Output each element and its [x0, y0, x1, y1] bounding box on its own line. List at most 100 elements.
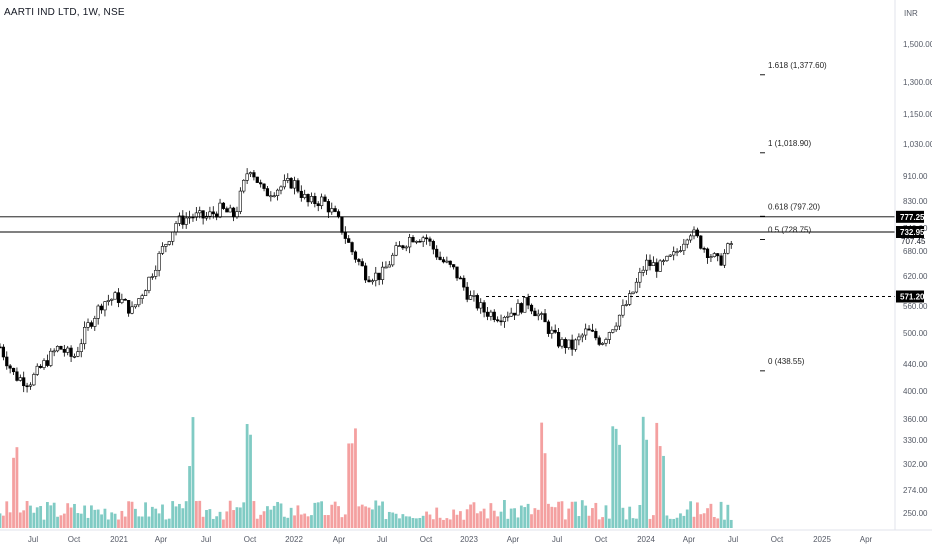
- candle-body: [150, 276, 154, 278]
- volume-bar: [631, 518, 635, 528]
- candle-body: [672, 251, 676, 256]
- candle-body: [76, 351, 80, 357]
- volume-bar: [591, 508, 594, 528]
- candle-body: [353, 251, 358, 260]
- volume-bar: [679, 513, 682, 528]
- candle-body: [475, 295, 479, 309]
- volume-bar: [668, 518, 672, 528]
- candle-body: [323, 196, 327, 202]
- candlesticks: [0, 168, 733, 393]
- volume-bar: [729, 519, 733, 528]
- candle-body: [330, 208, 334, 213]
- volume-bar: [198, 500, 202, 528]
- x-tick-label: Jul: [201, 535, 211, 544]
- candle-body: [411, 237, 415, 243]
- candle-body: [286, 178, 290, 181]
- volume-bar: [526, 503, 530, 528]
- volume-bar: [597, 519, 601, 528]
- candle-body: [499, 320, 503, 323]
- x-tick-label: Jul: [728, 535, 738, 544]
- fib-level-label: 0 (438.55): [768, 357, 805, 366]
- candle-body: [445, 260, 449, 263]
- candle-body: [638, 272, 642, 283]
- candle-body: [306, 194, 310, 203]
- candle-body: [584, 328, 588, 336]
- candle-body: [177, 215, 182, 224]
- volume-bar: [394, 513, 398, 528]
- volume-bar: [330, 504, 334, 528]
- volume-bar: [127, 501, 131, 528]
- volume-bar: [117, 519, 120, 528]
- candle-body: [512, 312, 517, 316]
- candle-body: [472, 295, 476, 297]
- volume-bar: [540, 422, 544, 528]
- volume-bar: [404, 516, 408, 528]
- candle-body: [540, 313, 544, 315]
- x-tick-label: Apr: [860, 535, 873, 544]
- volume-bar: [211, 518, 215, 528]
- y-tick-label: 910.00: [903, 172, 928, 181]
- volume-bar: [86, 517, 90, 528]
- candle-body: [360, 261, 364, 267]
- volume-bar: [171, 501, 175, 528]
- volume-bar: [218, 511, 222, 528]
- volume-bar: [438, 517, 442, 528]
- volume-bar: [425, 511, 428, 528]
- y-tick-label: 274.00: [903, 486, 928, 495]
- volume-bar: [18, 512, 22, 528]
- candle-body: [489, 311, 493, 317]
- volume-bar: [35, 507, 39, 528]
- candle-body: [89, 322, 94, 327]
- candle-body: [614, 325, 618, 331]
- candle-body: [675, 251, 679, 253]
- volume-bar: [377, 505, 381, 528]
- volume-bar: [709, 503, 713, 528]
- candle-body: [259, 182, 263, 185]
- candle-body: [45, 360, 49, 366]
- volume-bar: [550, 506, 554, 528]
- x-tick-label: Apr: [333, 535, 346, 544]
- candle-body: [414, 240, 419, 243]
- volume-bar: [167, 518, 171, 528]
- candle-body: [110, 298, 114, 301]
- x-tick-label: 2022: [285, 535, 303, 544]
- volume-bar: [45, 502, 49, 528]
- volume-bar: [503, 500, 506, 528]
- candle-body: [272, 195, 276, 197]
- volume-bar: [506, 518, 510, 528]
- candle-body: [705, 248, 710, 258]
- candle-body: [292, 180, 297, 189]
- volume-bar: [682, 515, 686, 528]
- x-tick-label: 2023: [460, 535, 478, 544]
- candle-body: [5, 356, 9, 367]
- y-tick-label: 400.00: [903, 387, 928, 396]
- volume-bar: [530, 514, 533, 528]
- candle-body: [11, 367, 16, 373]
- candle-body: [143, 290, 148, 296]
- candle-body: [326, 201, 330, 213]
- volume-bar: [15, 447, 19, 528]
- volume-bar: [293, 515, 296, 528]
- volume-bar: [201, 516, 205, 528]
- candle-body: [482, 302, 486, 313]
- y-tick-label: 1,500.00: [903, 40, 932, 49]
- candle-body: [682, 243, 686, 251]
- candle-body: [651, 262, 655, 266]
- candle-body: [154, 269, 158, 277]
- time-axis-labels: Jul Oct 2021 Apr Jul Oct 2022 Apr Jul Oct 2023 Apr J…: [28, 535, 873, 544]
- y-tick-label: 1,300.00: [903, 78, 932, 87]
- candle-body: [645, 259, 649, 271]
- volume-bar: [638, 505, 642, 528]
- candle-body: [590, 329, 595, 332]
- volume-bar: [489, 503, 493, 528]
- volume-bar: [134, 508, 137, 528]
- candle-body: [655, 262, 659, 272]
- candle-body: [269, 195, 273, 198]
- volume-bar: [587, 515, 591, 528]
- y-tick-label: 560.00: [903, 302, 928, 311]
- price-marker-label: 777.25: [900, 213, 925, 222]
- volume-bar: [465, 509, 469, 528]
- volume-bar: [49, 505, 53, 528]
- candle-body: [404, 246, 408, 249]
